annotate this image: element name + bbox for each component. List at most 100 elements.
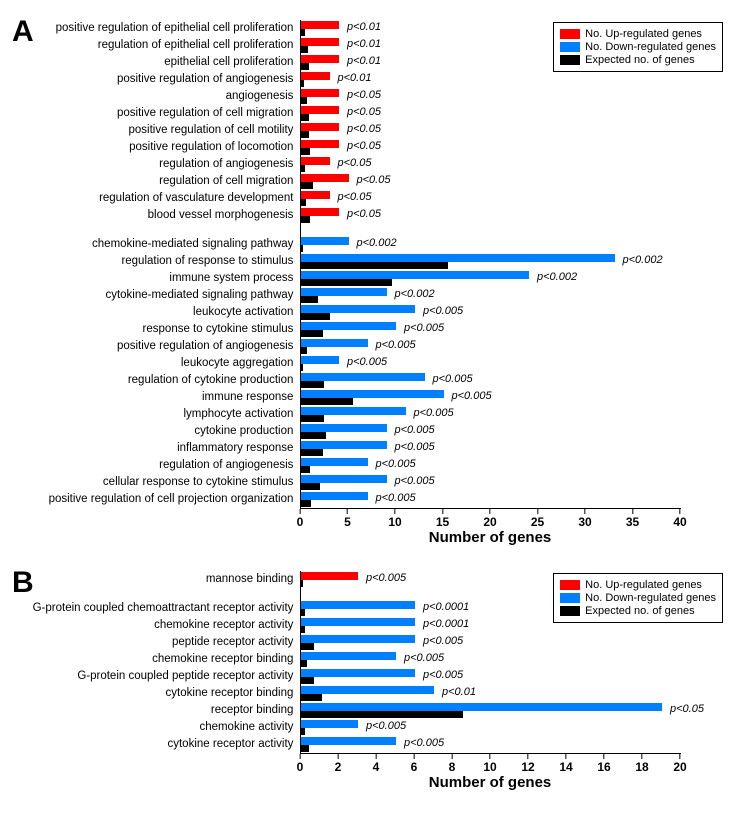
p-value-label: p<0.005 bbox=[347, 356, 387, 368]
p-value-label: p<0.005 bbox=[366, 720, 406, 732]
bar-row: cellular response to cytokine stimulusp<… bbox=[301, 474, 681, 491]
p-value-label: p<0.005 bbox=[433, 373, 473, 385]
bar-row: positive regulation of locomotionp<0.05 bbox=[301, 139, 681, 156]
bar-row: regulation of response to stimulusp<0.00… bbox=[301, 253, 681, 270]
p-value-label: p<0.005 bbox=[414, 407, 454, 419]
expected-bar bbox=[301, 381, 324, 389]
expected-bar bbox=[301, 97, 307, 105]
xticks-a: 0510152025303540 bbox=[300, 509, 680, 527]
xtick-label: 16 bbox=[597, 760, 610, 774]
value-bar bbox=[301, 55, 339, 63]
expected-bar bbox=[301, 63, 309, 71]
plot-b: mannose bindingp<0.005G-protein coupled … bbox=[300, 571, 681, 754]
p-value-label: p<0.0001 bbox=[423, 618, 469, 630]
value-bar bbox=[301, 686, 434, 694]
p-value-label: p<0.005 bbox=[423, 669, 463, 681]
xtick-label: 40 bbox=[673, 515, 686, 529]
p-value-label: p<0.05 bbox=[357, 174, 391, 186]
bar-row: immune system processp<0.002 bbox=[301, 270, 681, 287]
bar-row: angiogenesisp<0.05 bbox=[301, 88, 681, 105]
panel-a: A No. Up-regulated genesNo. Down-regulat… bbox=[20, 20, 713, 546]
category-label: response to cytokine stimulus bbox=[13, 321, 293, 338]
expected-bar bbox=[301, 165, 305, 173]
p-value-label: p<0.005 bbox=[395, 424, 435, 436]
category-label: positive regulation of angiogenesis bbox=[13, 338, 293, 355]
value-bar bbox=[301, 373, 425, 381]
category-label: cytokine receptor activity bbox=[13, 736, 293, 753]
category-label: receptor binding bbox=[13, 702, 293, 719]
p-value-label: p<0.005 bbox=[404, 737, 444, 749]
p-value-label: p<0.05 bbox=[670, 703, 704, 715]
category-label: leukocyte activation bbox=[13, 304, 293, 321]
bar-row: inflammatory responsep<0.005 bbox=[301, 440, 681, 457]
bar-row: G-protein coupled peptide receptor activ… bbox=[301, 668, 681, 685]
bar-row: receptor bindingp<0.05 bbox=[301, 702, 681, 719]
p-value-label: p<0.005 bbox=[395, 475, 435, 487]
p-value-label: p<0.05 bbox=[347, 140, 381, 152]
value-bar bbox=[301, 237, 349, 245]
value-bar bbox=[301, 572, 358, 580]
expected-bar bbox=[301, 466, 310, 474]
value-bar bbox=[301, 424, 387, 432]
xtick-label: 25 bbox=[531, 515, 544, 529]
xtick-label: 18 bbox=[635, 760, 648, 774]
value-bar bbox=[301, 720, 358, 728]
category-label: mannose binding bbox=[13, 571, 293, 588]
p-value-label: p<0.002 bbox=[395, 288, 435, 300]
expected-bar bbox=[301, 148, 310, 156]
bar-row: regulation of cytokine productionp<0.005 bbox=[301, 372, 681, 389]
p-value-label: p<0.005 bbox=[404, 322, 444, 334]
value-bar bbox=[301, 652, 396, 660]
category-label: chemokine receptor activity bbox=[13, 617, 293, 634]
category-label: regulation of angiogenesis bbox=[13, 156, 293, 173]
category-label: positive regulation of epithelial cell p… bbox=[13, 20, 293, 37]
bars-a: positive regulation of epithelial cell p… bbox=[301, 20, 681, 508]
category-label: immune system process bbox=[13, 270, 293, 287]
category-label: cytokine production bbox=[13, 423, 293, 440]
value-bar bbox=[301, 458, 368, 466]
bar-row: regulation of vasculature developmentp<0… bbox=[301, 190, 681, 207]
expected-bar bbox=[301, 500, 311, 508]
category-label: chemokine activity bbox=[13, 719, 293, 736]
value-bar bbox=[301, 305, 415, 313]
bar-row: regulation of cell migrationp<0.05 bbox=[301, 173, 681, 190]
category-label: cytokine-mediated signaling pathway bbox=[13, 287, 293, 304]
category-label: regulation of vasculature development bbox=[13, 190, 293, 207]
bar-row: positive regulation of angiogenesisp<0.0… bbox=[301, 338, 681, 355]
p-value-label: p<0.01 bbox=[338, 72, 372, 84]
value-bar bbox=[301, 475, 387, 483]
value-bar bbox=[301, 38, 339, 46]
expected-bar bbox=[301, 711, 463, 719]
xtick-label: 20 bbox=[483, 515, 496, 529]
value-bar bbox=[301, 174, 349, 182]
bar-row: cytokine receptor bindingp<0.01 bbox=[301, 685, 681, 702]
category-label: cellular response to cytokine stimulus bbox=[13, 474, 293, 491]
value-bar bbox=[301, 601, 415, 609]
value-bar bbox=[301, 140, 339, 148]
p-value-label: p<0.05 bbox=[347, 89, 381, 101]
bar-row: epithelial cell proliferationp<0.01 bbox=[301, 54, 681, 71]
p-value-label: p<0.05 bbox=[347, 106, 381, 118]
category-label: peptide receptor activity bbox=[13, 634, 293, 651]
expected-bar bbox=[301, 296, 318, 304]
category-label: positive regulation of cell migration bbox=[13, 105, 293, 122]
value-bar bbox=[301, 441, 387, 449]
expected-bar bbox=[301, 626, 305, 634]
category-label: angiogenesis bbox=[13, 88, 293, 105]
category-label: regulation of response to stimulus bbox=[13, 253, 293, 270]
chart-b-area: No. Up-regulated genesNo. Down-regulated… bbox=[300, 571, 713, 791]
value-bar bbox=[301, 322, 396, 330]
expected-bar bbox=[301, 580, 303, 588]
value-bar bbox=[301, 390, 444, 398]
p-value-label: p<0.01 bbox=[347, 55, 381, 67]
expected-bar bbox=[301, 216, 310, 224]
bar-row: chemokine-mediated signaling pathwayp<0.… bbox=[301, 236, 681, 253]
expected-bar bbox=[301, 364, 303, 372]
bars-b: mannose bindingp<0.005G-protein coupled … bbox=[301, 571, 681, 753]
p-value-label: p<0.01 bbox=[442, 686, 476, 698]
plot-a: positive regulation of epithelial cell p… bbox=[300, 20, 681, 509]
bar-row: positive regulation of cell projection o… bbox=[301, 491, 681, 508]
value-bar bbox=[301, 271, 529, 279]
xaxis-title-b: Number of genes bbox=[300, 774, 680, 791]
value-bar bbox=[301, 635, 415, 643]
